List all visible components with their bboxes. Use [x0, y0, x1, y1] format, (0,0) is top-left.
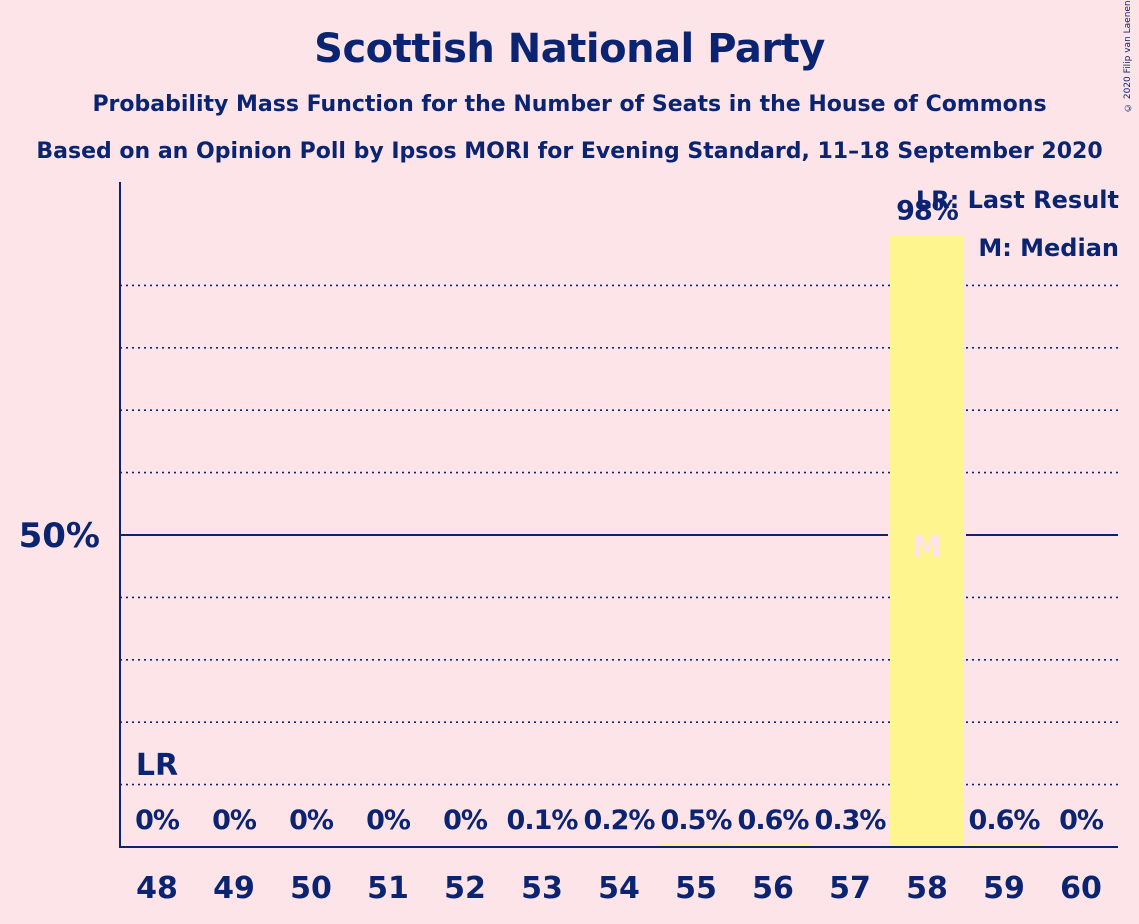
x-tick-label-56: 56: [752, 871, 794, 906]
x-tick-label-55: 55: [675, 871, 717, 906]
chart-source-note: Based on an Opinion Poll by Ipsos MORI f…: [36, 139, 1103, 164]
value-label-51: 0%: [366, 805, 411, 836]
value-label-55: 0.5%: [661, 805, 733, 836]
value-label-53: 0.1%: [507, 805, 579, 836]
y-tick-label-50: 50%: [19, 516, 100, 556]
x-tick-label-48: 48: [136, 871, 178, 906]
bar-55: [659, 843, 733, 847]
value-label-60: 0%: [1059, 805, 1104, 836]
bar-58: [890, 235, 964, 848]
chart-subtitle: Probability Mass Function for the Number…: [92, 92, 1047, 117]
x-tick-label-57: 57: [829, 871, 871, 906]
value-label-48: 0%: [135, 805, 180, 836]
value-label-52: 0%: [443, 805, 488, 836]
x-tick-label-51: 51: [367, 871, 409, 906]
bar-56: [736, 843, 810, 847]
x-tick-label-50: 50: [290, 871, 332, 906]
value-label-54: 0.2%: [584, 805, 656, 836]
legend-last-result: LR: Last Result: [915, 186, 1119, 214]
x-tick-label-58: 58: [906, 871, 948, 906]
chart-title: Scottish National Party: [314, 26, 825, 72]
last-result-marker: LR: [136, 748, 178, 783]
value-label-58: 98%: [896, 195, 959, 226]
x-tick-label-49: 49: [213, 871, 255, 906]
value-label-57: 0.3%: [815, 805, 887, 836]
value-label-50: 0%: [289, 805, 334, 836]
x-tick-label-60: 60: [1060, 871, 1102, 906]
x-tick-label-54: 54: [598, 871, 640, 906]
x-tick-label-53: 53: [521, 871, 563, 906]
x-tick-label-52: 52: [444, 871, 486, 906]
value-label-49: 0%: [212, 805, 257, 836]
value-label-59: 0.6%: [969, 805, 1041, 836]
median-marker: M: [912, 530, 942, 565]
value-label-56: 0.6%: [738, 805, 810, 836]
x-tick-label-59: 59: [983, 871, 1025, 906]
bar-59: [967, 843, 1041, 847]
legend-median: M: Median: [978, 234, 1119, 262]
